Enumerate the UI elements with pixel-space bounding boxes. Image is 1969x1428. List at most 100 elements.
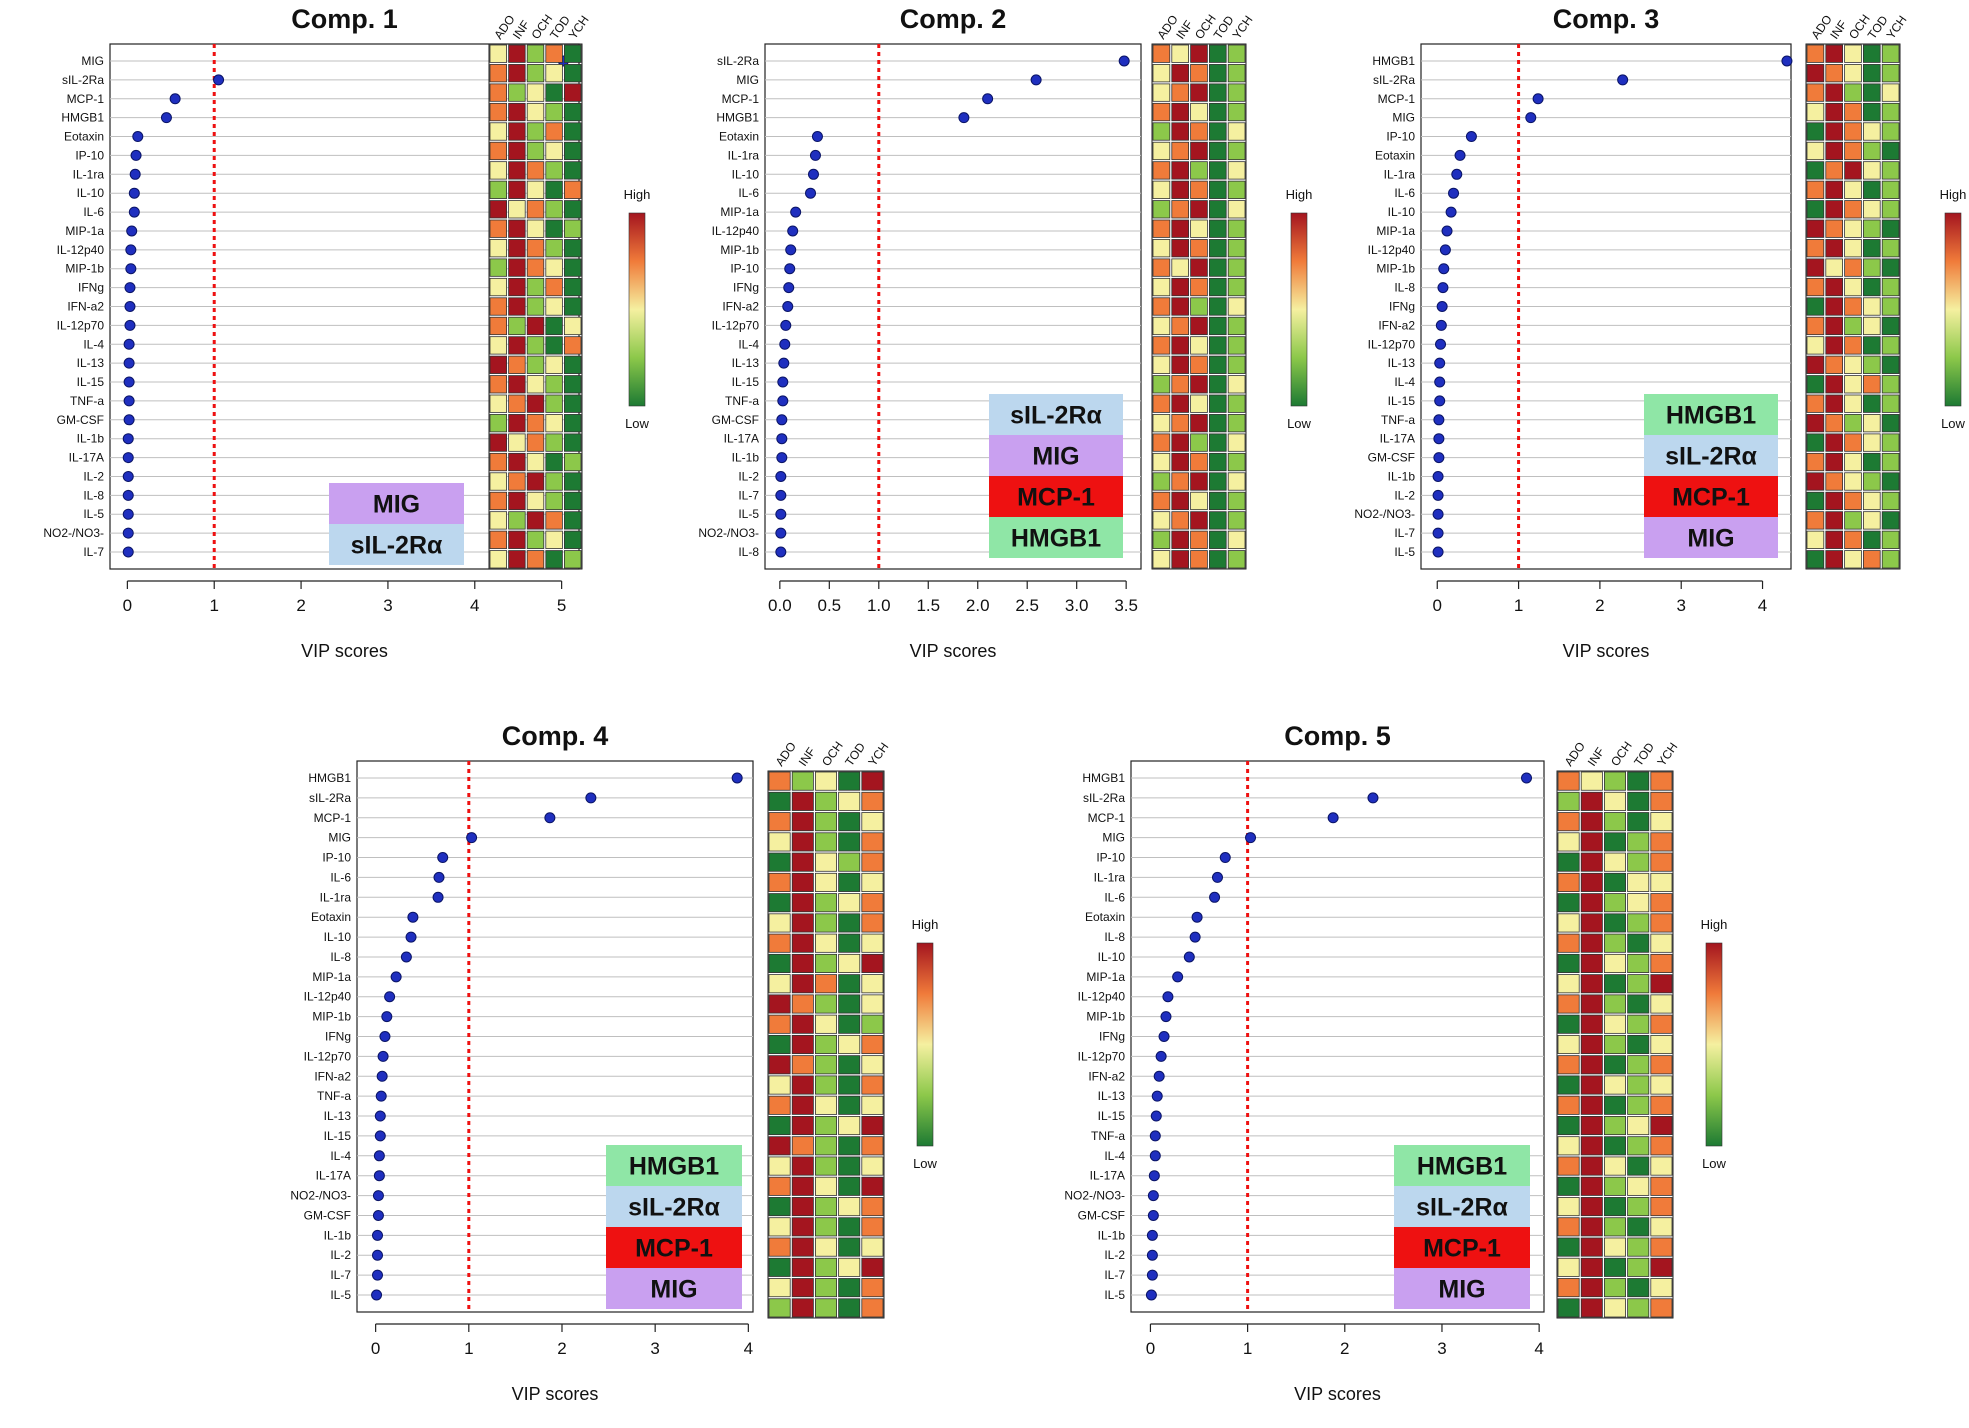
heatmap-cell xyxy=(1806,219,1825,238)
heatmap-cell xyxy=(861,933,884,953)
heatmap-cell xyxy=(1806,414,1825,433)
heatmap-cell xyxy=(1844,433,1862,452)
heatmap-cell xyxy=(768,1197,791,1217)
heatmap-cell xyxy=(1825,414,1844,433)
heatmap-cell xyxy=(1825,200,1844,219)
heatmap-cell xyxy=(838,1034,861,1055)
heatmap-cell xyxy=(1881,277,1900,297)
row-label: IP-10 xyxy=(322,851,351,865)
x-tick-label: 5 xyxy=(557,596,566,615)
row-label: IP-10 xyxy=(75,148,104,162)
heatmap-cell xyxy=(768,893,791,913)
heatmap-cell xyxy=(1863,316,1881,336)
heatmap-cell xyxy=(1209,316,1227,336)
heatmap-cell xyxy=(1557,1217,1580,1237)
heatmap-cell xyxy=(489,64,508,83)
heatmap-cell xyxy=(1152,141,1171,161)
heatmap-cell xyxy=(508,511,526,530)
heatmap-cell xyxy=(1881,375,1900,394)
legend-high-label: High xyxy=(624,187,651,202)
x-tick-label: 3 xyxy=(650,1339,659,1358)
row-label: MIP-1a xyxy=(65,224,104,238)
heatmap-cell xyxy=(838,791,861,811)
row-label: MIP-1a xyxy=(1376,224,1415,238)
row-label: IL-12p70 xyxy=(304,1049,352,1063)
vip-point xyxy=(432,891,444,903)
heatmap-cell xyxy=(768,1176,791,1196)
vip-point xyxy=(1435,319,1447,331)
row-label: IL-8 xyxy=(330,950,351,964)
heatmap-cell xyxy=(791,913,814,933)
vip-point xyxy=(776,452,788,464)
heatmap-cell xyxy=(1557,1075,1580,1095)
heatmap-cell xyxy=(1881,530,1900,549)
panel-3: Comp. 3 HMGB1 sIL-2Ra MCP-1 MIG IP-10 Eotaxin I… xyxy=(1354,4,1966,661)
vip-point xyxy=(372,1209,384,1221)
legend-badge xyxy=(989,476,1123,517)
heatmap-cell xyxy=(526,452,545,472)
heatmap-cell xyxy=(1580,974,1603,994)
heatmap-cell xyxy=(1580,893,1603,913)
legend-badge-label: MCP-1 xyxy=(1423,1235,1501,1263)
heatmap-cell xyxy=(768,872,791,892)
legend-low-label: Low xyxy=(625,416,649,431)
heatmap-cell xyxy=(815,994,838,1014)
heatmap-cell xyxy=(1627,913,1650,933)
heatmap-cell xyxy=(1580,1278,1603,1298)
heatmap-cell xyxy=(1806,102,1825,122)
heatmap-cell xyxy=(1844,83,1862,102)
x-tick-label: 3 xyxy=(1676,596,1685,615)
heatmap-column-label: YCH xyxy=(1654,740,1680,769)
heatmap-cell xyxy=(1627,1278,1650,1298)
row-label: IL-10 xyxy=(1388,205,1416,219)
vip-point xyxy=(1432,470,1444,482)
heatmap-cell xyxy=(1171,414,1190,433)
heatmap-cell xyxy=(1604,791,1627,811)
heatmap-cell xyxy=(489,102,508,122)
heatmap-cell xyxy=(1557,913,1580,933)
heatmap-cell xyxy=(1806,44,1825,63)
heatmap-cell xyxy=(564,122,582,141)
heatmap-cell xyxy=(1580,1136,1603,1156)
heatmap-cell xyxy=(508,433,526,452)
heatmap-cell xyxy=(768,852,791,872)
heatmap-cell xyxy=(1557,974,1580,994)
heatmap-cell xyxy=(791,1217,814,1237)
vip-point xyxy=(1434,376,1446,388)
legend-badge-label: sIL-2Rα xyxy=(1416,1194,1508,1222)
heatmap-cell xyxy=(1171,472,1190,491)
heatmap-cell xyxy=(1650,1278,1673,1298)
row-label: GM-CSF xyxy=(712,413,759,427)
heatmap-cell xyxy=(564,297,582,316)
row-label: IL-8 xyxy=(738,545,759,559)
heatmap-cell xyxy=(1580,933,1603,953)
heatmap-cell xyxy=(791,832,814,852)
row-label: IL-12p40 xyxy=(1078,990,1126,1004)
heatmap-cell xyxy=(1863,336,1881,355)
heatmap-cell xyxy=(526,414,545,433)
heatmap-cell xyxy=(489,83,508,102)
heatmap-cell xyxy=(1881,452,1900,472)
row-label: IL-7 xyxy=(330,1268,351,1282)
heatmap-cell xyxy=(768,1298,791,1318)
heatmap-cell xyxy=(1844,355,1862,374)
heatmap-cell xyxy=(1825,530,1844,549)
heatmap-cell xyxy=(768,1034,791,1055)
legend-badge xyxy=(606,1186,742,1227)
vip-point xyxy=(377,1050,389,1062)
vip-point xyxy=(1153,1070,1165,1082)
heatmap-cell xyxy=(564,219,582,238)
legend-badge-label: MIG xyxy=(1032,443,1079,471)
vip-point xyxy=(775,470,787,482)
heatmap-cell xyxy=(508,394,526,413)
heatmap-cell xyxy=(791,1034,814,1055)
heatmap-cell xyxy=(1863,180,1881,199)
panel-5: Comp. 5 HMGB1 sIL-2Ra MCP-1 MIG IP-10 IL-1ra IL… xyxy=(1064,721,1727,1404)
heatmap-cell xyxy=(1227,239,1246,258)
heatmap-cell xyxy=(1650,1176,1673,1196)
row-label: IL-5 xyxy=(83,507,104,521)
vip-point xyxy=(124,301,136,312)
heatmap-cell xyxy=(1627,1298,1650,1318)
heatmap-cell xyxy=(815,1217,838,1237)
heatmap-cell xyxy=(545,239,563,258)
